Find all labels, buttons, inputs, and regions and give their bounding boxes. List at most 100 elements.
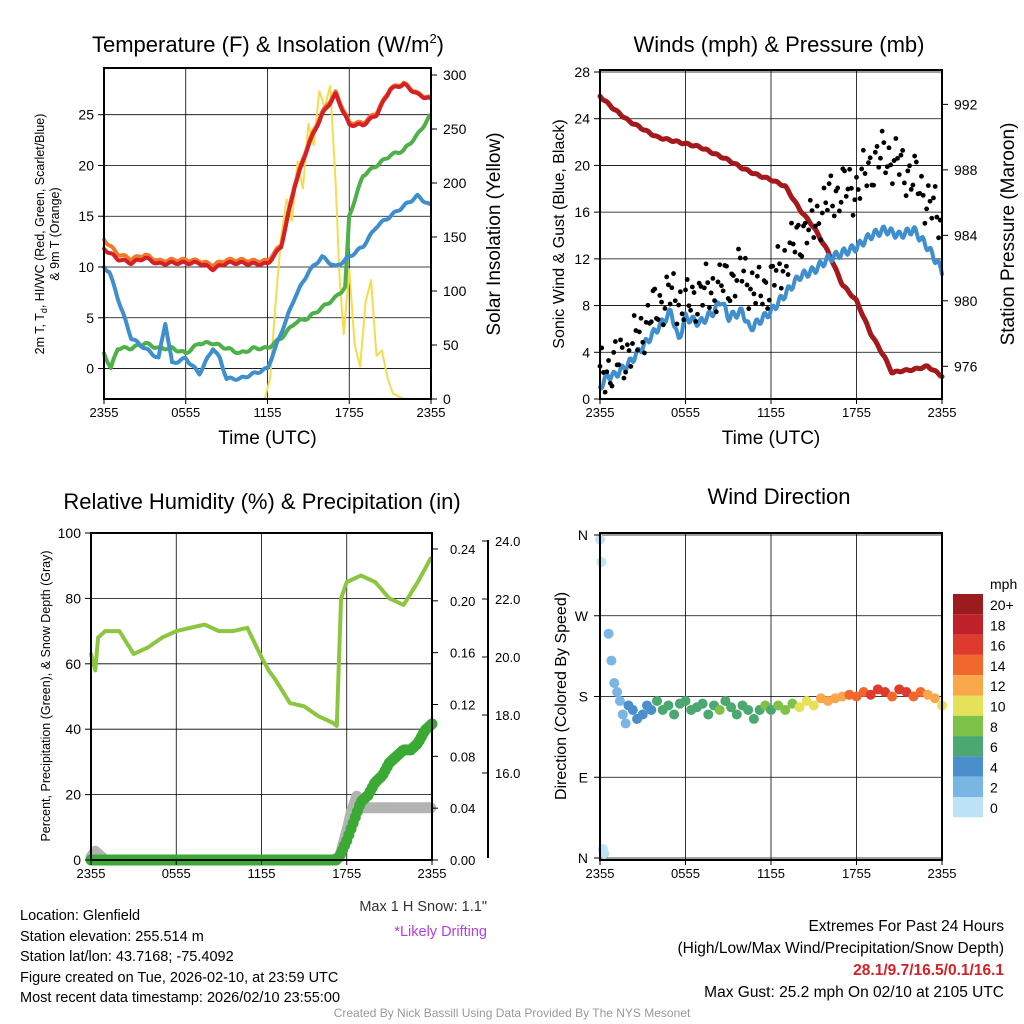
y-tick-label: 8 xyxy=(582,298,590,314)
gust-point xyxy=(818,237,823,243)
ylabel-part: 2m T, T xyxy=(33,313,47,355)
gust-point xyxy=(623,369,629,375)
gust-point xyxy=(683,287,688,293)
gust-point xyxy=(789,220,794,226)
legend-swatch xyxy=(953,715,983,737)
gust-point xyxy=(742,255,748,261)
gust-point xyxy=(908,186,914,192)
gust-point xyxy=(689,284,695,290)
gust-point xyxy=(765,306,770,311)
x-tick-label: 0555 xyxy=(671,866,700,881)
y3-tick-label: 16.0 xyxy=(495,766,520,781)
gust-point xyxy=(888,162,894,168)
gust-point xyxy=(775,244,781,249)
gust-point xyxy=(778,285,784,291)
gust-point xyxy=(642,350,647,356)
y-tick-label: E xyxy=(579,769,588,785)
gust-point xyxy=(737,255,743,261)
direction-point xyxy=(663,700,674,711)
y2-tick-label: 980 xyxy=(954,293,978,309)
title-end: ) xyxy=(437,32,444,57)
gust-point xyxy=(891,158,897,163)
y2-tick-label: 0.04 xyxy=(450,801,475,816)
y2-tick-label: 0.20 xyxy=(450,594,475,609)
title-main: Temperature (F) & Insolation (W/m xyxy=(92,32,429,57)
extremes-panel: Extremes For Past 24 Hours (High/Low/Max… xyxy=(678,916,1005,1004)
y-axis-label: 2m T, Td, HI/WC (Red, Green, Scarlet/Blu… xyxy=(33,114,49,355)
gust-point xyxy=(932,184,938,189)
gust-point xyxy=(912,153,918,159)
chart-title: Wind Direction xyxy=(707,484,850,509)
gust-point xyxy=(792,249,798,255)
legend-swatch xyxy=(953,675,983,696)
direction-point xyxy=(599,848,610,859)
x-tick-label: 2355 xyxy=(928,866,957,881)
direction-point xyxy=(731,709,742,720)
gust-point xyxy=(606,358,611,363)
series-line-station-pressure xyxy=(597,93,945,380)
gust-point xyxy=(819,210,825,216)
y3-tick-label: 24.0 xyxy=(495,534,520,549)
direction-point xyxy=(680,695,691,706)
gust-point xyxy=(864,183,870,189)
direction-point xyxy=(637,709,648,720)
y-axis-label-line2: & 9m T (Orange) xyxy=(48,187,62,280)
gust-point xyxy=(693,319,699,324)
gust-point xyxy=(879,128,885,134)
y-tick-label: 20 xyxy=(78,157,94,173)
y2-axis-label: Station Pressure (Maroon) xyxy=(998,123,1019,346)
legend-label: 4 xyxy=(990,759,998,775)
legend-swatch xyxy=(953,756,983,777)
direction-point xyxy=(596,556,607,567)
y2-tick-label: 984 xyxy=(954,227,978,243)
x-tick-label: 1755 xyxy=(842,405,871,420)
y2-tick-label: 200 xyxy=(443,175,467,191)
direction-point xyxy=(794,702,805,713)
gust-point xyxy=(679,311,685,317)
direction-point xyxy=(617,709,628,720)
gust-point xyxy=(684,277,690,282)
x-tick-label: 1155 xyxy=(248,866,276,881)
series-line-relative-humidity xyxy=(89,556,433,728)
gust-point xyxy=(645,302,651,308)
gust-point xyxy=(826,181,832,187)
gust-point xyxy=(910,182,916,188)
y-tick-label: S xyxy=(579,689,588,705)
legend-swatch xyxy=(953,736,983,757)
gust-point xyxy=(860,147,866,153)
direction-point xyxy=(603,628,614,639)
gust-point xyxy=(686,303,692,309)
title-sup: 2 xyxy=(429,31,436,46)
gust-point xyxy=(749,270,755,276)
y2-tick-label: 988 xyxy=(954,162,978,178)
y-tick-label: 24 xyxy=(574,111,590,127)
y-tick-label: 16 xyxy=(574,204,590,220)
gust-point xyxy=(602,389,608,395)
y2-tick-label: 992 xyxy=(954,96,978,112)
direction-point xyxy=(697,698,708,709)
y2-tick-label: 0 xyxy=(443,391,451,407)
x-tick-label: 1755 xyxy=(332,866,361,881)
direction-point xyxy=(612,687,623,698)
legend-swatch xyxy=(953,634,983,655)
gust-point xyxy=(662,306,668,311)
legend-label: 2 xyxy=(990,780,998,796)
gust-point xyxy=(700,302,705,308)
x-tick-label: 1155 xyxy=(757,405,785,420)
gust-point xyxy=(708,290,714,296)
y-tick-label: 12 xyxy=(574,251,590,267)
gust-point xyxy=(925,183,931,188)
gust-point xyxy=(895,155,900,161)
gust-point xyxy=(838,199,844,205)
extremes-subtitle: (High/Low/Max Wind/Precipitation/Snow De… xyxy=(677,940,1005,957)
gust-point xyxy=(734,278,740,283)
gust-point xyxy=(648,319,654,325)
gust-point xyxy=(756,264,762,270)
x-tick-label: 0555 xyxy=(162,866,191,881)
chart-title: Temperature (F) & Insolation (W/m2) xyxy=(92,31,444,57)
gust-point xyxy=(676,302,682,308)
x-tick-label: 2355 xyxy=(586,405,615,420)
x-axis-label: Time (UTC) xyxy=(722,428,821,449)
gust-point xyxy=(671,271,676,276)
gust-point xyxy=(688,307,694,313)
